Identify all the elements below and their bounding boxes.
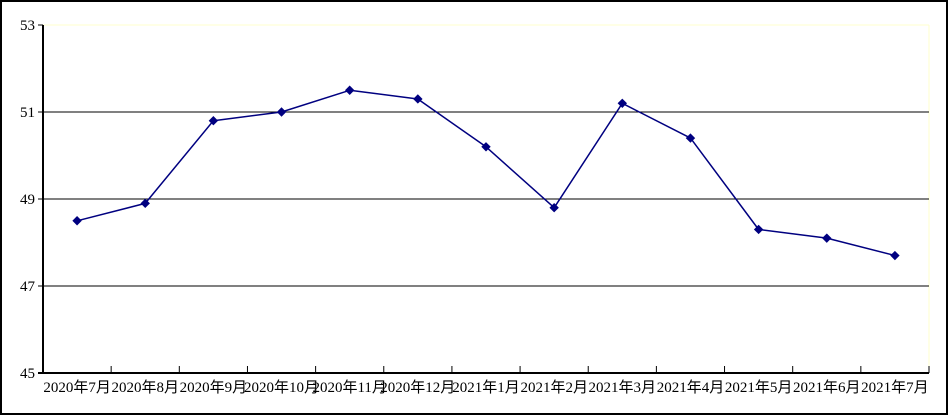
data-point-marker [685,133,696,143]
x-axis-label: 2021年1月 [452,379,520,396]
x-axis-label: 2021年5月 [725,379,793,396]
data-point-marker [822,233,832,243]
y-axis-label: 49 [20,192,35,208]
x-axis-label: 2020年11月 [312,379,386,396]
y-axis-label: 51 [20,105,35,121]
x-axis-label: 2020年10月 [244,379,319,396]
x-axis-label: 2021年3月 [589,379,657,396]
x-axis-label: 2020年9月 [180,379,248,396]
x-axis-label: 2020年7月 [43,379,111,396]
y-axis-label: 47 [20,279,36,295]
data-point-marker [481,142,491,152]
x-axis-label: 2020年12月 [380,379,455,396]
x-axis-label: 2021年2月 [520,379,588,396]
data-point-marker [344,85,355,95]
x-axis-label: 2020年8月 [111,379,179,396]
x-axis-label: 2021年6月 [793,379,861,396]
y-axis-label: 45 [20,366,35,382]
x-axis-label: 2021年4月 [657,379,725,396]
data-point-marker [276,107,287,117]
data-point-marker [140,198,150,209]
data-point-marker [753,224,764,235]
y-axis-label: 53 [20,18,35,34]
data-point-marker [208,115,219,126]
data-point-marker [617,98,628,109]
data-point-marker [413,94,423,104]
data-point-marker [890,250,900,261]
data-point-marker [72,216,82,226]
data-point-marker [549,202,559,213]
x-axis-label: 2021年7月 [861,379,929,396]
